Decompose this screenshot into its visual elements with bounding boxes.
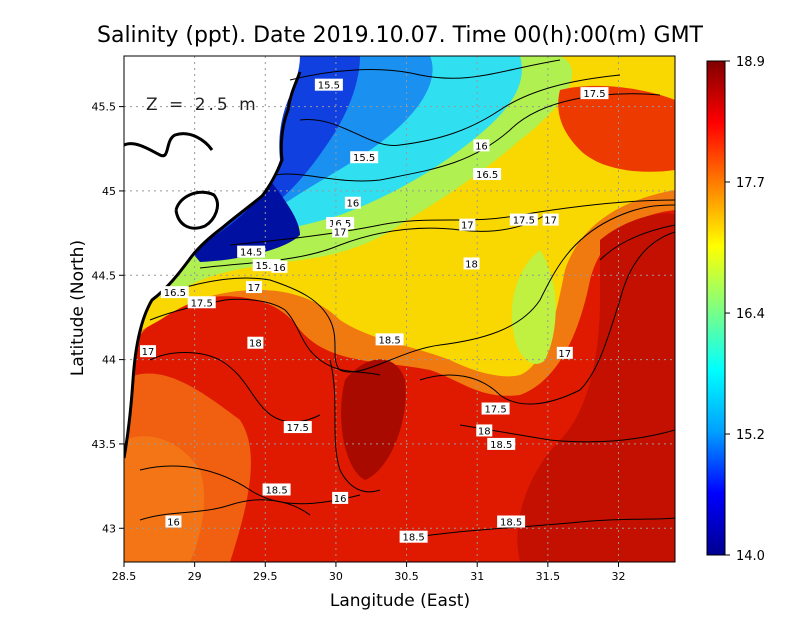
contour-label-bg [344, 196, 361, 209]
colorbar-tick-label: 17.7 [736, 176, 765, 191]
contour-label: 18.5 [500, 518, 522, 529]
contour-label: 18.5 [378, 335, 400, 346]
contour-label: 17 [558, 349, 571, 360]
contour-label-bg [247, 336, 264, 349]
contour-label: 17.5 [583, 89, 605, 100]
y-tick-label: 43 [102, 522, 116, 535]
contour-label: 16 [347, 199, 360, 210]
contour-label: 17.5 [513, 216, 535, 227]
contour-label-bg [459, 218, 476, 231]
x-axis-label: Langitude (East) [330, 591, 470, 611]
contour-label-bg [476, 424, 493, 437]
colorbar-ticks: 18.9 17.7 16.4 15.2 14.0 [725, 55, 765, 564]
x-axis: 28.5 29 29.5 30 30.5 31 31.5 32 [112, 562, 625, 583]
contour-label-bg [556, 346, 573, 359]
colorbar-tick-label: 16.4 [736, 307, 765, 322]
contour-label: 16.5 [164, 288, 186, 299]
x-tick-label: 32 [611, 570, 625, 583]
contour-label: 16 [167, 518, 180, 529]
contour-label-bg [487, 437, 516, 450]
colorbar-tick-label: 15.2 [736, 428, 765, 443]
contour-label: 18.5 [265, 485, 287, 496]
grid-lines [124, 56, 675, 562]
y-axis: 43 43.5 44 44.5 45 45.5 [92, 101, 124, 535]
contour-label-bg [332, 491, 349, 504]
contour-label: 15.5 [353, 153, 375, 164]
contour-label-bg [580, 87, 609, 100]
contour-label: 14.5 [240, 248, 262, 259]
contour-label-bg [187, 296, 216, 309]
contour-label: 16.5 [476, 170, 498, 181]
contour-label-bg [473, 168, 502, 181]
y-tick-label: 44 [102, 354, 116, 367]
y-tick-label: 44.5 [92, 269, 117, 282]
contour-label: 16.5 [329, 219, 351, 230]
contour-label-bg [283, 421, 312, 434]
x-tick-label: 30.5 [394, 570, 419, 583]
x-tick-label: 29 [188, 570, 202, 583]
colorbar-tick-label: 14.0 [736, 549, 765, 564]
contour-label: 16 [273, 263, 286, 274]
salinity-field [124, 56, 675, 562]
chart-title: Salinity (ppt). Date 2019.10.07. Time 00… [97, 23, 704, 48]
plot-frame [123, 55, 676, 563]
contour-label-bg [350, 151, 379, 164]
contour-label: 16 [334, 494, 347, 505]
contour-label: 17.5 [287, 423, 309, 434]
contour-label-bg [473, 139, 490, 152]
x-tick-label: 28.5 [112, 570, 137, 583]
contour-label: 17 [461, 221, 474, 232]
contour-label: 17 [544, 216, 557, 227]
contour-label-bg [271, 260, 288, 273]
colorbar [706, 60, 726, 556]
contour-label-bg [140, 345, 157, 358]
contour-label-bg [165, 515, 182, 528]
contour-label: 17.5 [191, 298, 213, 309]
x-tick-label: 31.5 [536, 570, 561, 583]
contour-label-bg [463, 257, 480, 270]
y-tick-label: 45.5 [92, 101, 117, 114]
contour-label: 15.5 [256, 261, 278, 272]
contour-label-bg [399, 530, 428, 543]
contour-label-bg [314, 78, 343, 91]
x-tick-label: 30 [329, 570, 343, 583]
contour-label: 17 [142, 347, 155, 358]
y-tick-label: 43.5 [92, 438, 117, 451]
contour-label-bg [509, 213, 538, 226]
x-tick-label: 29.5 [253, 570, 278, 583]
contour-label-bg [481, 402, 510, 415]
contour-label-bg [237, 245, 266, 258]
contour-label: 18 [249, 339, 262, 350]
contour-label: 18.5 [402, 533, 424, 544]
contour-label-bg [542, 213, 559, 226]
contour-label-bg [160, 286, 189, 299]
contour-label: 17 [334, 227, 347, 238]
contour-label-bg [245, 281, 262, 294]
x-tick-label: 31 [470, 570, 484, 583]
y-tick-label: 45 [102, 185, 116, 198]
contour-label-bg [262, 483, 291, 496]
contour-label-bg [375, 333, 404, 346]
contour-label: 16 [475, 141, 488, 152]
contour-label-bg [497, 515, 526, 528]
colorbar-tick-label: 18.9 [736, 55, 765, 70]
contour-label: 17 [248, 283, 261, 294]
contour-label-bg [332, 225, 349, 238]
contour-label: 18 [478, 426, 491, 437]
depth-label: Z = 2.5 m [146, 95, 259, 115]
y-axis-label: Latitude (North) [68, 240, 88, 376]
coastline [124, 71, 302, 459]
contour-label: 18.5 [490, 440, 512, 451]
contour-label: 15.5 [318, 81, 340, 92]
contour-label: 18 [465, 259, 478, 270]
contour-label: 17.5 [484, 405, 506, 416]
